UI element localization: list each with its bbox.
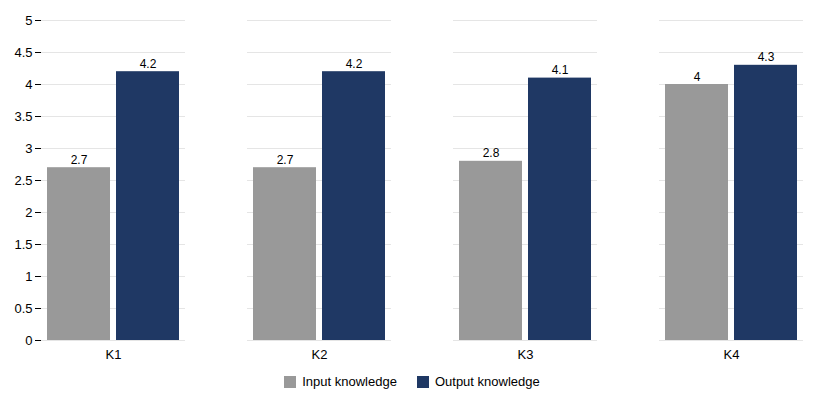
svg-text:2.7: 2.7 bbox=[277, 153, 294, 167]
svg-text:K4: K4 bbox=[724, 347, 740, 362]
svg-text:0: 0 bbox=[25, 333, 32, 348]
html-text:Input knowledge: Input knowledge bbox=[302, 374, 397, 389]
svg-text:4.2: 4.2 bbox=[346, 57, 363, 71]
svg-text:2: 2 bbox=[25, 205, 32, 220]
svg-text:4: 4 bbox=[25, 77, 32, 92]
svg-text:K1: K1 bbox=[106, 347, 122, 362]
svg-text:4: 4 bbox=[694, 70, 701, 84]
html-text:Output knowledge: Output knowledge bbox=[434, 374, 540, 389]
svg-text:2.7: 2.7 bbox=[71, 153, 88, 167]
svg-text:2.5: 2.5 bbox=[14, 173, 32, 188]
svg-text:K2: K2 bbox=[312, 347, 328, 362]
svg-text:1: 1 bbox=[25, 269, 32, 284]
svg-text:4.2: 4.2 bbox=[140, 57, 157, 71]
svg-text:2.8: 2.8 bbox=[483, 146, 500, 160]
svg-text:K3: K3 bbox=[518, 347, 534, 362]
svg-text:1.5: 1.5 bbox=[14, 237, 32, 252]
svg-text:5: 5 bbox=[25, 13, 32, 28]
svg-text:3: 3 bbox=[25, 141, 32, 156]
svg-text:0.5: 0.5 bbox=[14, 301, 32, 316]
svg-text:4.1: 4.1 bbox=[552, 63, 569, 77]
svg-text:3.5: 3.5 bbox=[14, 109, 32, 124]
svg-text:4.3: 4.3 bbox=[758, 50, 775, 64]
svg-text:4.5: 4.5 bbox=[14, 45, 32, 60]
